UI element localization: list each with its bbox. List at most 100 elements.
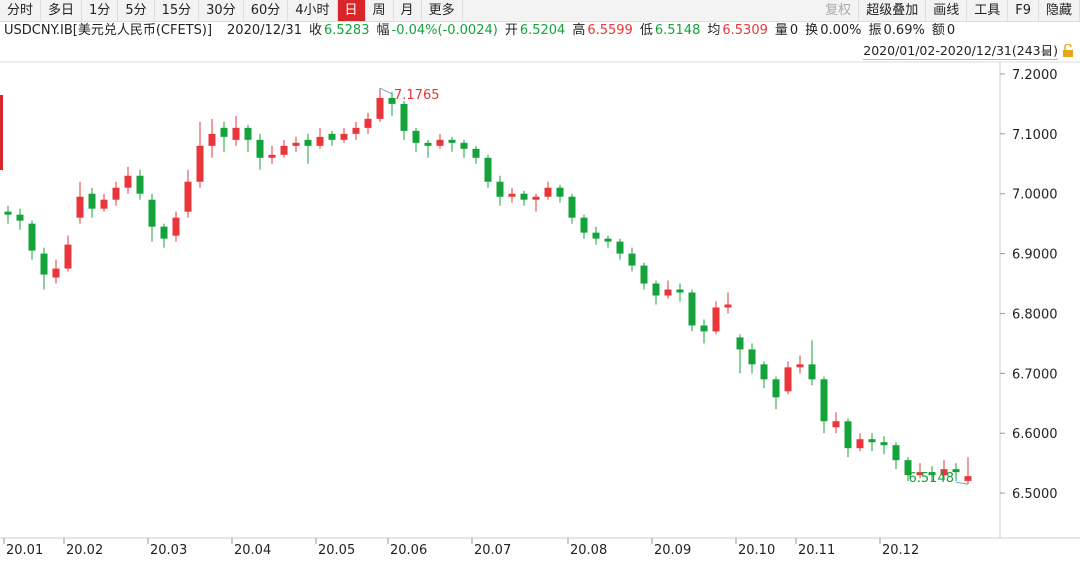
toolbar-button[interactable]: 超级叠加 xyxy=(859,0,927,21)
candle-body xyxy=(784,367,792,392)
quote-info: USDCNY.IB[美元兑人民币(CFETS)] 2020/12/31 收 6.5… xyxy=(4,22,955,40)
candle-body xyxy=(724,304,732,308)
candle-body xyxy=(424,142,432,146)
candle-body xyxy=(964,476,972,481)
candle-body xyxy=(700,325,708,332)
info-item: 高 6.5599 xyxy=(572,22,633,40)
x-tick-label: 20.09 xyxy=(654,543,691,558)
toolbar-button[interactable]: 30分 xyxy=(199,0,244,21)
toolbar-button[interactable]: 1分 xyxy=(82,0,119,21)
toolbar-button[interactable]: 更多 xyxy=(422,0,463,21)
candle-body xyxy=(556,187,564,197)
toolbar-button[interactable]: 日 xyxy=(337,0,366,21)
candle-body xyxy=(16,214,24,221)
candle-body xyxy=(196,145,204,182)
candle-body xyxy=(808,364,816,380)
toolbar-button[interactable]: 多日 xyxy=(41,0,83,21)
x-tick-label: 20.01 xyxy=(6,543,43,558)
toolbar-button[interactable]: 月 xyxy=(394,0,422,21)
candle-body xyxy=(184,181,192,212)
info-label: 幅 xyxy=(376,23,390,38)
candle-body xyxy=(892,445,900,461)
candle-body xyxy=(496,181,504,197)
info-value: 6.5599 xyxy=(587,23,633,38)
info-label: 均 xyxy=(707,23,721,38)
x-tick-label: 20.11 xyxy=(798,543,835,558)
info-label: 低 xyxy=(639,23,653,38)
info-value: 0.00% xyxy=(820,23,862,38)
info-value: 0 xyxy=(789,23,799,38)
info-value: 6.5283 xyxy=(323,23,370,38)
candle-body xyxy=(688,292,696,326)
candle-body xyxy=(28,223,36,251)
toolbar-right: 复权 超级叠加 画线 工具 F9 隐藏 xyxy=(818,0,1080,21)
toolbar-button[interactable]: F9 xyxy=(1008,0,1039,21)
info-value: -0.04%(-0.0024) xyxy=(391,23,498,38)
candle-body xyxy=(928,472,936,476)
candle-body xyxy=(604,238,612,242)
lock-icon[interactable] xyxy=(1062,44,1074,58)
toolbar-button[interactable]: 60分 xyxy=(244,0,289,21)
candle-body xyxy=(508,193,516,197)
info-item: 振 0.69% xyxy=(869,22,925,40)
toolbar-button[interactable]: 5分 xyxy=(118,0,155,21)
info-value: 6.5309 xyxy=(722,23,768,38)
candle-body xyxy=(580,217,588,233)
dropdown-arrow[interactable] xyxy=(1041,51,1051,56)
candle-body xyxy=(124,175,132,188)
candle-body xyxy=(868,439,876,443)
toolbar-button[interactable]: 工具 xyxy=(967,0,1009,21)
candle-body xyxy=(616,241,624,254)
candle-body xyxy=(748,349,756,365)
range-selector[interactable]: 2020/01/02-2020/12/31(243日) xyxy=(863,43,1058,60)
candle-body xyxy=(364,118,372,128)
info-value: 0.69% xyxy=(883,23,925,38)
candle-body xyxy=(268,154,276,158)
candle-body xyxy=(856,439,864,449)
candle-body xyxy=(376,97,384,119)
toolbar-button[interactable]: 复权 xyxy=(818,0,860,21)
candle-body xyxy=(640,265,648,284)
info-label: 换 xyxy=(805,23,819,38)
y-tick-label: 7.2000 xyxy=(1012,68,1058,83)
x-tick-label: 20.02 xyxy=(66,543,103,558)
toolbar-button[interactable]: 4小时 xyxy=(288,0,338,21)
info-item: 幅 -0.04%(-0.0024) xyxy=(376,22,497,40)
candle-body xyxy=(208,133,216,146)
candle-body xyxy=(772,379,780,398)
candle-body xyxy=(64,244,72,269)
candle-body xyxy=(232,127,240,140)
candle-body xyxy=(244,127,252,140)
toolbar-button[interactable]: 隐藏 xyxy=(1039,0,1080,21)
info-value: 6.5148 xyxy=(654,23,701,38)
x-tick-label: 20.05 xyxy=(318,543,355,558)
candle-body xyxy=(412,130,420,143)
candle-body xyxy=(568,196,576,218)
candle-body xyxy=(664,289,672,296)
toolbar: 分时 多日 1分 5分 15分 30分 60分 4小时日周月更多 复权 超级叠加 画线 工具 F9 隐藏 xyxy=(0,0,1080,22)
candle-body xyxy=(160,226,168,239)
candle-body xyxy=(100,199,108,209)
x-tick-label: 20.03 xyxy=(150,543,187,558)
info-label: 量 xyxy=(774,23,788,38)
candle-body xyxy=(148,199,156,227)
toolbar-button[interactable]: 画线 xyxy=(926,0,968,21)
candle-body xyxy=(112,187,120,200)
info-label: 开 xyxy=(504,23,518,38)
x-tick-label: 20.12 xyxy=(882,543,919,558)
info-item: 开 6.5204 xyxy=(505,22,566,40)
candle-body xyxy=(352,127,360,134)
candle-body xyxy=(940,469,948,476)
toolbar-button[interactable]: 分时 xyxy=(0,0,42,21)
candle-body xyxy=(916,472,924,476)
x-tick-label: 20.07 xyxy=(474,543,511,558)
toolbar-button[interactable]: 15分 xyxy=(155,0,200,21)
candle-body xyxy=(316,136,324,146)
toolbar-button[interactable]: 周 xyxy=(366,0,394,21)
info-item: 低 6.5148 xyxy=(640,22,701,40)
x-tick-label: 20.10 xyxy=(738,543,775,558)
candle-body xyxy=(880,442,888,446)
